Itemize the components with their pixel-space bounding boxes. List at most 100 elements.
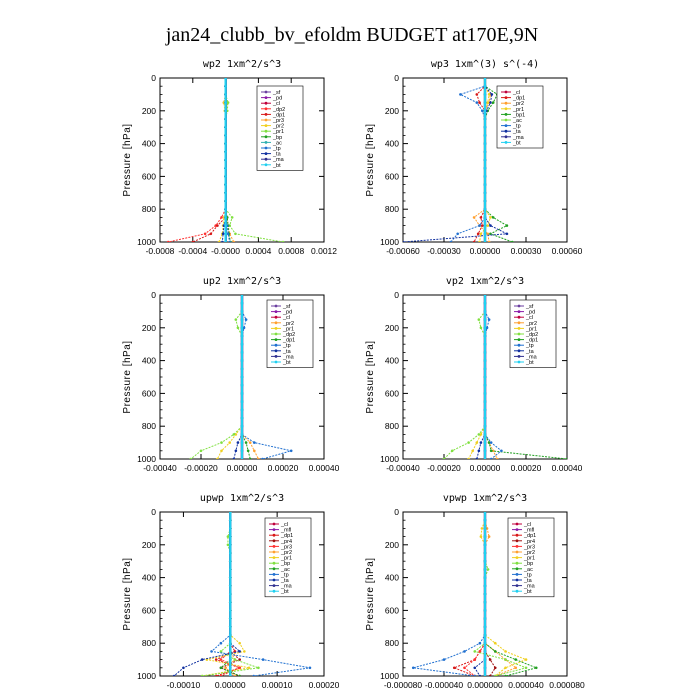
data-point	[224, 224, 227, 227]
data-point	[238, 641, 241, 645]
data-point	[216, 224, 219, 227]
legend-box	[496, 85, 544, 149]
x-tick-label: 0.000040	[508, 680, 544, 690]
legend-marker	[515, 578, 519, 582]
data-point	[483, 240, 487, 242]
legend-marker	[504, 129, 508, 133]
data-point	[514, 658, 518, 661]
legend-marker	[504, 90, 508, 94]
data-point	[240, 457, 244, 459]
data-point	[203, 232, 207, 236]
data-point	[224, 134, 227, 137]
y-tick-label: 600	[142, 171, 156, 181]
data-point	[456, 232, 459, 236]
legend-label: _bp	[280, 561, 290, 567]
data-point	[489, 224, 492, 227]
legend-label: _tp	[272, 146, 281, 152]
data-point	[224, 109, 227, 113]
data-point	[224, 84, 227, 88]
data-point	[487, 535, 491, 538]
data-point	[485, 527, 489, 530]
legend-label: _bp	[272, 135, 282, 141]
legend-marker	[517, 315, 521, 319]
y-tick-label: 400	[142, 356, 156, 366]
data-point	[200, 674, 204, 676]
series-group	[189, 295, 293, 459]
x-tick-label: -0.0008	[146, 246, 175, 256]
x-tick-label: 0.00000	[215, 680, 246, 690]
data-point	[238, 658, 241, 661]
data-point	[483, 232, 487, 236]
y-tick-label: 200	[142, 323, 156, 333]
y-tick-label: 400	[385, 139, 399, 149]
data-point	[238, 674, 241, 676]
data-point	[483, 383, 487, 387]
legend-marker	[264, 118, 268, 122]
legend-label: _pr1	[282, 326, 294, 332]
data-point	[483, 326, 487, 330]
legend-label: _mfl	[523, 528, 534, 534]
x-tick-label: -0.00020	[427, 463, 461, 473]
data-point	[240, 449, 244, 453]
y-tick-label: 600	[385, 171, 399, 181]
y-tick-label: 200	[385, 540, 399, 550]
y-tick-label: 400	[142, 139, 156, 149]
legend-label: _pr4	[523, 539, 535, 545]
legend-label: _tp	[282, 343, 291, 349]
data-point	[483, 609, 487, 612]
data-point	[243, 650, 246, 653]
data-point	[483, 527, 487, 530]
data-point	[219, 674, 223, 676]
x-tick-label: -0.00040	[143, 463, 177, 473]
legend-label: _pd	[525, 310, 535, 316]
legend-label: _bt	[525, 360, 534, 366]
data-point	[500, 449, 503, 453]
data-point	[475, 457, 479, 459]
legend-marker	[515, 522, 519, 526]
data-point	[246, 449, 250, 453]
data-point	[200, 658, 204, 661]
data-point	[240, 310, 244, 313]
legend-label: _dp2	[282, 332, 295, 338]
data-point	[226, 232, 230, 236]
data-point	[479, 216, 483, 219]
x-tick-label: 0.00000	[227, 463, 258, 473]
data-point	[257, 666, 260, 670]
legend-label: _pr3	[523, 544, 535, 550]
data-point	[261, 658, 265, 661]
y-axis-label: Pressure [hPa]	[122, 123, 133, 196]
legend-marker	[272, 539, 276, 543]
legend-label: _ta	[280, 578, 290, 584]
series-line-pr3	[225, 78, 235, 242]
panel-5: vpwp 1xm^2/s^3 Pressure [hPa] 0 200 400 600 80…	[365, 493, 585, 690]
data-point	[191, 240, 195, 242]
legend-label: _ta	[272, 152, 282, 158]
legend-marker	[274, 343, 278, 347]
x-tick-label: -0.00010	[167, 680, 201, 690]
data-point	[442, 658, 446, 661]
data-point	[483, 84, 487, 88]
data-point	[483, 674, 487, 676]
data-point	[493, 641, 497, 645]
series-line-bp1	[484, 78, 513, 242]
data-point	[496, 457, 499, 459]
data-point	[489, 457, 493, 459]
legend-label: _pr1	[272, 129, 284, 135]
series-line-ta	[403, 78, 509, 242]
panels: wp2 1xm^2/s^3 Pressure [hPa] 0 200 400 600 800…	[122, 59, 585, 690]
data-point	[483, 600, 487, 604]
legend-marker	[264, 124, 268, 127]
data-point	[234, 232, 237, 236]
data-point	[475, 441, 479, 444]
data-point	[463, 650, 466, 653]
legend-label: _sf	[272, 90, 281, 96]
legend-marker	[264, 135, 268, 139]
data-point	[483, 559, 487, 563]
legend: _sf_pd_cl_dp2_dp1_pr3_pr2_pr1_bp_ac_tp_t…	[256, 85, 304, 171]
legend-label: _pr1	[523, 556, 535, 562]
legend-marker	[515, 550, 519, 554]
data-point	[475, 101, 479, 104]
data-point	[224, 232, 227, 236]
data-point	[240, 441, 244, 444]
data-point	[228, 527, 232, 530]
